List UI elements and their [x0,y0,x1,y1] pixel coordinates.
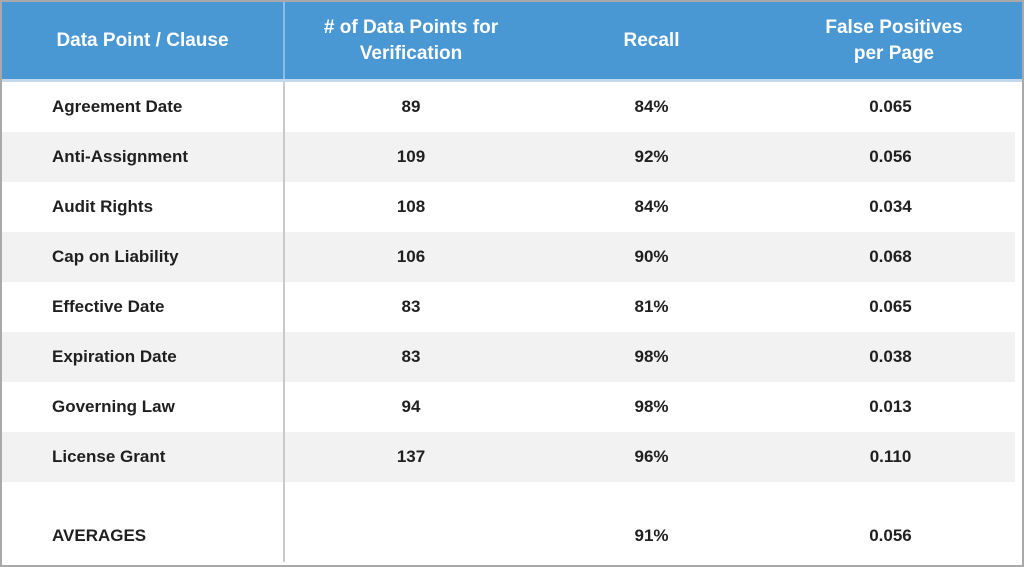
cell-data-points [283,482,537,562]
cell-recall-value: 90% [634,247,669,266]
cell-data-points-value: 108 [396,197,426,216]
cell-data-points-value: 83 [401,297,421,316]
cell-false-positives-value: 0.056 [869,147,912,166]
cell-false-positives: 0.056 [766,482,1015,562]
cell-clause: License Grant [2,432,283,482]
table-row: Effective Date 83 81% 0.065 [2,282,1015,332]
cell-recall: 90% [537,232,766,282]
averages-row: AVERAGES 91% 0.056 [2,482,1015,562]
cell-recall-value: 84% [634,197,669,216]
cell-clause-value: Audit Rights [52,197,154,216]
column-header-label: False Positives per Page [825,16,963,64]
table-row: Anti-Assignment 109 92% 0.056 [2,132,1015,182]
cell-data-points: 89 [283,82,537,132]
cell-recall: 81% [537,282,766,332]
cell-data-points: 106 [283,232,537,282]
cell-false-positives-value: 0.065 [869,297,912,316]
cell-recall: 91% [537,482,766,562]
cell-clause-value: Agreement Date [52,97,183,116]
column-header-label: Data Point / Clause [56,29,229,51]
cell-data-points: 108 [283,182,537,232]
cell-data-points-value: 94 [401,397,421,416]
cell-false-positives: 0.034 [766,182,1015,232]
cell-clause: Expiration Date [2,332,283,382]
cell-false-positives-value: 0.065 [869,97,912,116]
table-row: Expiration Date 83 98% 0.038 [2,332,1015,382]
cell-recall-value: 98% [634,347,669,366]
cell-false-positives: 0.110 [766,432,1015,482]
cell-recall: 84% [537,182,766,232]
cell-clause: Effective Date [2,282,283,332]
cell-recall-value: 84% [634,97,669,116]
cell-data-points: 94 [283,382,537,432]
cell-data-points-value: 137 [396,447,426,466]
cell-clause: AVERAGES [2,482,283,562]
averages-label: AVERAGES [52,526,147,545]
column-header-false-positives: False Positives per Page [766,2,1022,79]
cell-recall-value: 98% [634,397,669,416]
cell-data-points-value: 89 [401,97,421,116]
cell-false-positives: 0.065 [766,82,1015,132]
table-row: License Grant 137 96% 0.110 [2,432,1015,482]
cell-clause: Agreement Date [2,82,283,132]
cell-recall-value: 81% [634,297,669,316]
cell-recall: 84% [537,82,766,132]
averages-recall: 91% [634,526,669,545]
cell-data-points: 83 [283,282,537,332]
cell-clause: Anti-Assignment [2,132,283,182]
table-header-row: Data Point / Clause # of Data Points for… [2,2,1022,82]
cell-false-positives-value: 0.068 [869,247,912,266]
cell-false-positives-value: 0.038 [869,347,912,366]
cell-data-points-value: 109 [396,147,426,166]
table-row: Cap on Liability 106 90% 0.068 [2,232,1015,282]
cell-clause-value: Anti-Assignment [52,147,188,166]
cell-recall: 98% [537,382,766,432]
cell-recall: 92% [537,132,766,182]
cell-clause: Cap on Liability [2,232,283,282]
cell-false-positives: 0.065 [766,282,1015,332]
column-header-label: # of Data Points for Verification [323,16,499,64]
column-header-clause: Data Point / Clause [2,2,283,79]
table-row: Governing Law 94 98% 0.013 [2,382,1015,432]
cell-recall: 98% [537,332,766,382]
cell-data-points-value: 106 [396,247,426,266]
cell-clause-value: Expiration Date [52,347,177,366]
table-row: Agreement Date 89 84% 0.065 [2,82,1015,132]
cell-clause-value: License Grant [52,447,166,466]
cell-data-points: 109 [283,132,537,182]
column-header-data-points: # of Data Points for Verification [283,2,537,79]
table-body: Agreement Date 89 84% 0.065 Anti-Assignment 1… [2,82,1015,482]
cell-false-positives: 0.038 [766,332,1015,382]
table-row: Audit Rights 108 84% 0.034 [2,182,1015,232]
cell-recall-value: 96% [634,447,669,466]
cell-clause: Audit Rights [2,182,283,232]
cell-recall: 96% [537,432,766,482]
cell-false-positives-value: 0.110 [869,447,912,466]
cell-data-points-value: 83 [401,347,421,366]
cell-false-positives-value: 0.034 [869,197,912,216]
cell-false-positives: 0.013 [766,382,1015,432]
cell-data-points: 137 [283,432,537,482]
averages-false-positives: 0.056 [869,526,912,545]
cell-false-positives: 0.056 [766,132,1015,182]
column-header-recall: Recall [537,2,766,79]
cell-clause-value: Effective Date [52,297,165,316]
cell-recall-value: 92% [634,147,669,166]
cell-false-positives: 0.068 [766,232,1015,282]
cell-clause-value: Governing Law [52,397,175,416]
cell-clause-value: Cap on Liability [52,247,179,266]
cell-clause: Governing Law [2,382,283,432]
cell-false-positives-value: 0.013 [869,397,912,416]
cell-data-points: 83 [283,332,537,382]
column-header-label: Recall [623,29,680,51]
